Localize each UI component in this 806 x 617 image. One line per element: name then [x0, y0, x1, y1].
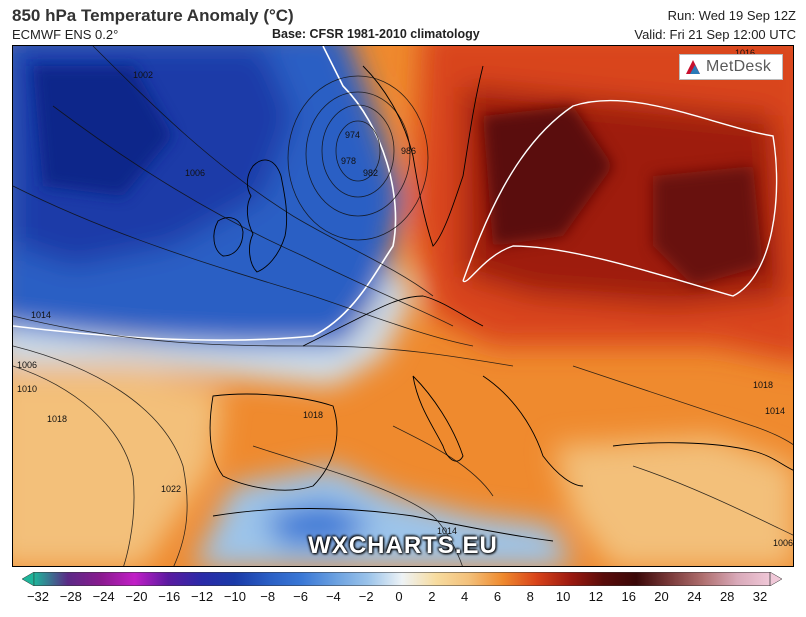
isobar-label: 1006 — [773, 538, 793, 548]
colorbar-max-arrow — [769, 572, 782, 586]
colorbar-segment — [435, 572, 470, 586]
colorbar-segment — [167, 572, 202, 586]
isobar-label: 1022 — [161, 484, 181, 494]
colorbar-segment — [703, 572, 738, 586]
extreme-hot-core-east — [653, 166, 763, 286]
colorbar-tick-label: 6 — [493, 589, 502, 604]
run-time-label: Run: Wed 19 Sep 12Z — [667, 8, 796, 23]
isobar-label: 1018 — [753, 380, 773, 390]
wxcharts-watermark: WXCHARTS.EU — [308, 532, 498, 559]
colorbar-segment — [636, 572, 671, 586]
coast-ireland — [213, 217, 244, 257]
zero-anomaly-contour — [13, 46, 397, 341]
isobar-label: 1010 — [17, 384, 37, 394]
climatology-base-label: Base: CFSR 1981-2010 climatology — [272, 27, 480, 41]
isobar-label: 1006 — [185, 168, 205, 178]
isobar-label: 1018 — [47, 414, 67, 424]
colorbar-segment — [335, 572, 370, 586]
isobar-label: 978 — [341, 156, 356, 166]
metdesk-logo-text: MetDesk — [706, 58, 772, 75]
isobar-label: 1014 — [31, 310, 51, 320]
warm-atlantic-south — [13, 371, 223, 566]
colorbar-segment — [402, 572, 436, 586]
isobar-label: 1014 — [765, 406, 785, 416]
coast-north-africa — [212, 508, 554, 542]
colorbar-tick-label: 28 — [719, 589, 735, 604]
colorbar-tick-label: 32 — [752, 589, 768, 604]
coast-balkans — [482, 375, 584, 487]
coast-italy — [412, 375, 464, 462]
colorbar-segment — [669, 572, 704, 586]
colorbar-tick-label: −10 — [223, 589, 246, 604]
colorbar-segment — [134, 572, 169, 586]
colorbar-tick-label: 20 — [654, 589, 669, 604]
metdesk-logo-icon — [686, 60, 700, 74]
colorbar-tick-label: 8 — [526, 589, 534, 604]
warm-southeast — [553, 436, 793, 566]
metdesk-logo: MetDesk — [679, 54, 783, 80]
colorbar-segment — [201, 572, 236, 586]
warm-contour-east — [462, 99, 778, 297]
colorbar-tick-label: −2 — [358, 589, 374, 604]
isobar-label: 1016 — [735, 48, 755, 58]
colorbar-segment — [268, 572, 303, 586]
colorbar-tick-label: 16 — [621, 589, 636, 604]
isobar-lines — [13, 46, 793, 566]
chart-title: 850 hPa Temperature Anomaly (°C) — [12, 6, 294, 25]
colorbar-border — [33, 572, 771, 586]
colorbar-tick-label: 24 — [687, 589, 702, 604]
colorbar-segment — [368, 572, 403, 586]
colorbar — [22, 572, 782, 586]
colorbar-tick-label: 0 — [395, 589, 403, 604]
map-canvas: 1002 974 978 982 986 1006 1014 1006 1010… — [13, 46, 793, 566]
colorbar-tick-label: −16 — [158, 589, 181, 604]
colorbar-tick-label: −32 — [26, 589, 50, 604]
colorbar-segment — [569, 572, 604, 586]
colorbar-tick-label: −24 — [92, 589, 115, 604]
coast-iberia — [209, 393, 338, 491]
colorbar-segment — [602, 572, 637, 586]
isobar-label: 986 — [401, 146, 416, 156]
colorbar-tick-label: −28 — [59, 589, 82, 604]
deep-cold-core-north — [33, 66, 173, 196]
colorbar-tick-label: 2 — [428, 589, 436, 604]
coast-uk — [246, 159, 288, 273]
colorbar-tick-label: 12 — [588, 589, 604, 604]
colorbar-tick-label: −4 — [325, 589, 341, 604]
colorbar-segment — [234, 572, 269, 586]
colorbar-gradient — [22, 572, 782, 586]
extreme-hot-core — [483, 106, 613, 246]
colorbar-segment — [736, 572, 771, 586]
coast-turkey — [612, 442, 793, 471]
cold-core-north-africa — [263, 501, 373, 546]
colorbar-segment — [535, 572, 570, 586]
isobar-label: 982 — [363, 168, 378, 178]
coast-scandinavia — [362, 65, 484, 247]
coast-continent — [302, 295, 484, 347]
isobar-label: 1014 — [437, 526, 457, 536]
colorbar-tick-label: −6 — [293, 589, 308, 604]
isobar-label: 974 — [345, 130, 360, 140]
valid-time-label: Valid: Fri 21 Sep 12:00 UTC — [634, 27, 796, 42]
colorbar-segment — [468, 572, 503, 586]
colorbar-segment — [502, 572, 537, 586]
colorbar-ticks: −32 −28 −24 −20 −16 −12 −10 −8 −6 −4 −2 0 2 4 6 8 10 12 16… — [22, 589, 782, 609]
colorbar-tick-label: −8 — [260, 589, 276, 604]
isobar-label: 1018 — [303, 410, 323, 420]
colorbar-tick-label: 10 — [555, 589, 571, 604]
colorbar-min-arrow — [22, 572, 35, 586]
colorbar-tick-label: 4 — [461, 589, 469, 604]
colorbar-segment — [100, 572, 135, 586]
coastlines — [209, 65, 793, 542]
isobar-label: 1006 — [17, 360, 37, 370]
colorbar-tick-label: −20 — [125, 589, 148, 604]
model-label: ECMWF ENS 0.2° — [12, 27, 119, 42]
colorbar-segment — [67, 572, 102, 586]
colorbar-segment — [34, 572, 68, 586]
anomaly-map[interactable]: 1002 974 978 982 986 1006 1014 1006 1010… — [12, 45, 794, 567]
cool-band — [13, 261, 413, 386]
isobar-label: 1002 — [133, 70, 153, 80]
colorbar-tick-label: −12 — [191, 589, 214, 604]
colorbar-segment — [301, 572, 336, 586]
